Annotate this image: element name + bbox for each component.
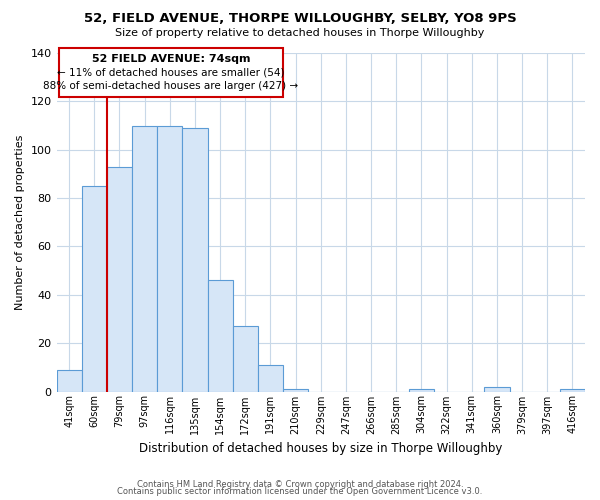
Text: Contains HM Land Registry data © Crown copyright and database right 2024.: Contains HM Land Registry data © Crown c… xyxy=(137,480,463,489)
Bar xyxy=(258,365,283,392)
Bar xyxy=(182,128,208,392)
Text: Size of property relative to detached houses in Thorpe Willoughby: Size of property relative to detached ho… xyxy=(115,28,485,38)
Text: Contains public sector information licensed under the Open Government Licence v3: Contains public sector information licen… xyxy=(118,488,482,496)
Bar xyxy=(157,126,182,392)
Text: 88% of semi-detached houses are larger (427) →: 88% of semi-detached houses are larger (… xyxy=(43,81,299,91)
Bar xyxy=(233,326,258,392)
Bar xyxy=(560,389,585,392)
Bar xyxy=(59,48,283,96)
Text: ← 11% of detached houses are smaller (54): ← 11% of detached houses are smaller (54… xyxy=(57,68,285,78)
Bar xyxy=(107,166,132,392)
Bar xyxy=(56,370,82,392)
Y-axis label: Number of detached properties: Number of detached properties xyxy=(15,134,25,310)
Bar xyxy=(409,389,434,392)
Text: 52 FIELD AVENUE: 74sqm: 52 FIELD AVENUE: 74sqm xyxy=(92,54,250,64)
X-axis label: Distribution of detached houses by size in Thorpe Willoughby: Distribution of detached houses by size … xyxy=(139,442,502,455)
Bar xyxy=(132,126,157,392)
Bar xyxy=(283,389,308,392)
Bar xyxy=(484,386,509,392)
Bar xyxy=(82,186,107,392)
Bar xyxy=(208,280,233,392)
Text: 52, FIELD AVENUE, THORPE WILLOUGHBY, SELBY, YO8 9PS: 52, FIELD AVENUE, THORPE WILLOUGHBY, SEL… xyxy=(83,12,517,26)
